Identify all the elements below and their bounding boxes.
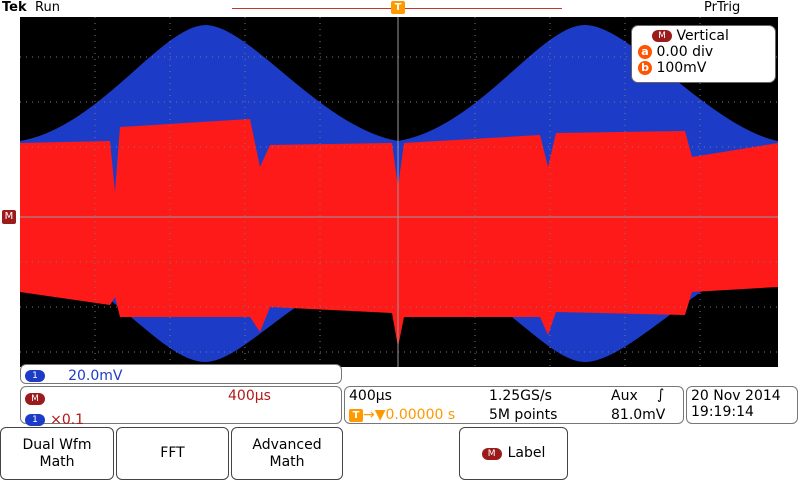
- channel1-scale: 20.0mV: [68, 368, 123, 384]
- vertical-popup-title: M Vertical: [652, 28, 769, 44]
- waveform-canvas: [20, 17, 778, 367]
- math-factor: ×0.1: [50, 412, 85, 428]
- channel1-readout[interactable]: 1 20.0mV: [20, 364, 342, 384]
- time: 19:19:14: [691, 404, 754, 420]
- knob-a-icon: a: [638, 45, 652, 59]
- date: 20 Nov 2014: [691, 388, 781, 404]
- math-badge-icon: M: [25, 392, 45, 405]
- datetime-readout[interactable]: 20 Nov 2014 19:19:14: [686, 386, 798, 424]
- trigger-slope-icon: ∫: [657, 387, 665, 403]
- status-bar: Tek Run T PrTrig: [0, 0, 800, 17]
- channel1-badge-icon: 1: [25, 369, 45, 382]
- math-waveform: [20, 119, 778, 347]
- math-readout[interactable]: M 400µs 1 ×0.1: [20, 386, 342, 428]
- softkey-label[interactable]: M Label: [459, 427, 568, 480]
- math-ground-marker-icon[interactable]: M: [2, 210, 16, 224]
- trigger-level: 81.0mV: [611, 407, 666, 423]
- timebase-readout[interactable]: 400µs 1.25GS/s Aux ∫ T →▼0.00000 s 5M poi…: [344, 386, 684, 424]
- trigger-badge-icon: T: [349, 408, 363, 422]
- math-badge-icon: M: [481, 447, 502, 460]
- time-per-div: 400µs: [349, 388, 392, 404]
- sample-rate: 1.25GS/s: [489, 388, 552, 404]
- vertical-position-readout[interactable]: a 0.00 div: [638, 44, 769, 60]
- vertical-scale-readout[interactable]: b 100mV: [638, 60, 769, 76]
- math-badge-icon: M: [652, 30, 672, 42]
- brand-logo: Tek: [2, 0, 27, 15]
- trigger-source: Aux: [611, 388, 638, 404]
- knob-b-icon: b: [638, 61, 652, 75]
- vertical-popup[interactable]: M Vertical a 0.00 div b 100mV: [631, 25, 776, 83]
- math-source-badge-icon: 1: [25, 413, 45, 426]
- math-timebase: 400µs: [228, 388, 271, 404]
- trigger-mode: PrTrig: [704, 0, 741, 15]
- trigger-position-top-icon: T: [391, 1, 405, 14]
- trigger-position-readout: T →▼0.00000 s: [349, 407, 455, 423]
- softkey-fft[interactable]: FFT: [116, 427, 229, 480]
- graticule-center-axes: [20, 17, 778, 367]
- run-state: Run: [35, 0, 60, 15]
- waveform-display[interactable]: M Vertical a 0.00 div b 100mV: [20, 17, 778, 367]
- softkey-dual-wfm-math[interactable]: Dual Wfm Math: [0, 427, 114, 480]
- record-length: 5M points: [489, 407, 558, 423]
- softkey-advanced-math[interactable]: Advanced Math: [231, 427, 343, 480]
